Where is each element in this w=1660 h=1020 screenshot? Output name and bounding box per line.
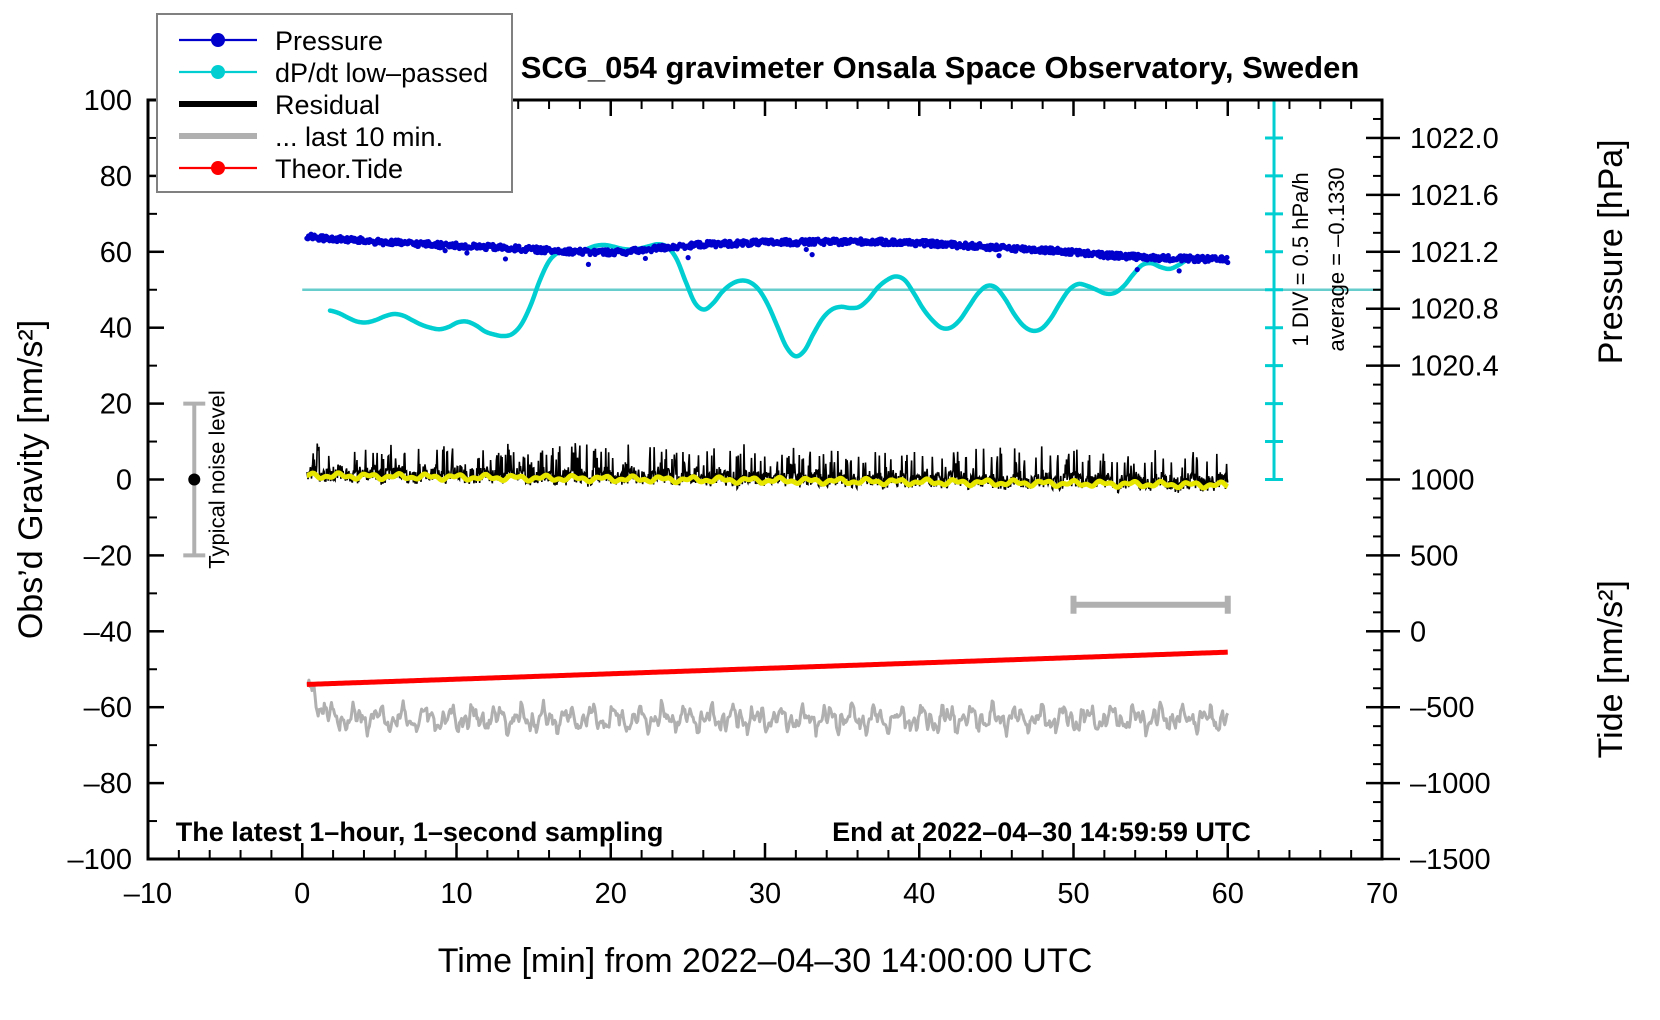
x-tick-label: 0 (294, 878, 310, 910)
y-tick-label: 80 (100, 161, 132, 193)
pressure-point (809, 252, 815, 258)
legend-label: Residual (275, 90, 380, 120)
pressure-series (304, 231, 1231, 274)
page-title: SCG_054 gravimeter Onsala Space Observat… (521, 50, 1360, 85)
y-tick-label: –60 (84, 692, 132, 724)
x-tick-label: –10 (124, 878, 172, 910)
x-tick-label: 10 (440, 878, 472, 910)
legend-label: ... last 10 min. (275, 122, 443, 152)
legend-label: Theor.Tide (275, 154, 403, 184)
pressure-point (685, 255, 691, 261)
pressure-tick-label: 1020.4 (1410, 351, 1499, 383)
legend-marker-dot (211, 65, 225, 79)
y-tick-label: 100 (84, 85, 132, 117)
pressure-point (642, 255, 649, 262)
pressure-axis-title: Pressure [hPa] (1592, 139, 1630, 364)
residual-series (306, 443, 1229, 494)
tide-tick-label: 1000 (1410, 465, 1475, 497)
pressure-point (1134, 266, 1140, 273)
tide-axis-title: Tide [nm/s²] (1592, 580, 1630, 758)
pressure-point (879, 236, 885, 242)
dpdt-series (327, 241, 1200, 359)
tide-tick-label: –1000 (1410, 768, 1491, 800)
last-10-min-series (306, 678, 1230, 738)
pressure-tick-label: 1020.8 (1410, 294, 1499, 326)
legend-label: dP/dt low–passed (275, 58, 488, 88)
x-tick-label: 40 (903, 878, 935, 910)
y-axis-title: Obs’d Gravity [nm/s²] (12, 320, 50, 639)
bottom-right-annotation: End at 2022–04–30 14:59:59 UTC (832, 817, 1251, 847)
pressure-point (740, 242, 746, 248)
y-tick-label: 40 (100, 313, 132, 345)
legend-item[interactable]: Residual (179, 90, 380, 120)
pressure-tick-label: 1021.2 (1410, 237, 1499, 269)
y-tick-label: –100 (67, 844, 132, 876)
pressure-point (1176, 268, 1182, 274)
tide-tick-label: 500 (1410, 540, 1458, 572)
x-tick-label: 20 (595, 878, 627, 910)
legend-marker-dot (211, 33, 225, 47)
y-tick-label: –80 (84, 768, 132, 800)
y-tick-label: 60 (100, 237, 132, 269)
pressure-tick-label: 1022.0 (1410, 123, 1499, 155)
y-tick-label: –20 (84, 540, 132, 572)
pressure-tick-label: 1021.6 (1410, 180, 1499, 212)
legend-marker-dot (211, 161, 225, 175)
pressure-point (464, 250, 470, 256)
legend-label: Pressure (275, 26, 383, 56)
pressure-point (1224, 254, 1230, 261)
y-tick-label: 0 (116, 465, 132, 497)
legend-item[interactable]: ... last 10 min. (179, 122, 443, 152)
legend-item[interactable]: Pressure (179, 26, 383, 56)
pressure-point (502, 256, 509, 262)
x-axis-title: Time [min] from 2022–04–30 14:00:00 UTC (438, 942, 1093, 980)
y-tick-label: –40 (84, 616, 132, 648)
pressure-point (996, 253, 1002, 259)
pressure-point (1225, 259, 1231, 266)
tide-tick-label: 0 (1410, 616, 1426, 648)
x-tick-label: 60 (1212, 878, 1244, 910)
x-tick-label: 30 (749, 878, 781, 910)
dpdt-average-note: average = –0.1330 (1324, 167, 1349, 351)
x-tick-label: 70 (1366, 878, 1398, 910)
tide-tick-label: –500 (1410, 692, 1475, 724)
residual-smoothed-series (306, 470, 1229, 491)
legend-item[interactable]: Theor.Tide (179, 154, 403, 184)
theoretical-tide-series (306, 649, 1228, 687)
legend-item[interactable]: dP/dt low–passed (179, 58, 488, 88)
y-tick-label: 20 (100, 389, 132, 421)
tide-tick-label: –1500 (1410, 844, 1491, 876)
noise-level-label: Typical noise level (204, 390, 229, 569)
x-tick-label: 50 (1057, 878, 1089, 910)
pressure-point (803, 246, 809, 253)
noise-bar-center-dot (188, 473, 201, 486)
dpdt-scale-note: 1 DIV = 0.5 hPa/h (1288, 172, 1313, 346)
pressure-point (442, 248, 448, 254)
bottom-left-annotation: The latest 1–hour, 1–second sampling (176, 817, 664, 847)
pressure-point (585, 261, 592, 267)
pressure-point (1109, 250, 1115, 256)
